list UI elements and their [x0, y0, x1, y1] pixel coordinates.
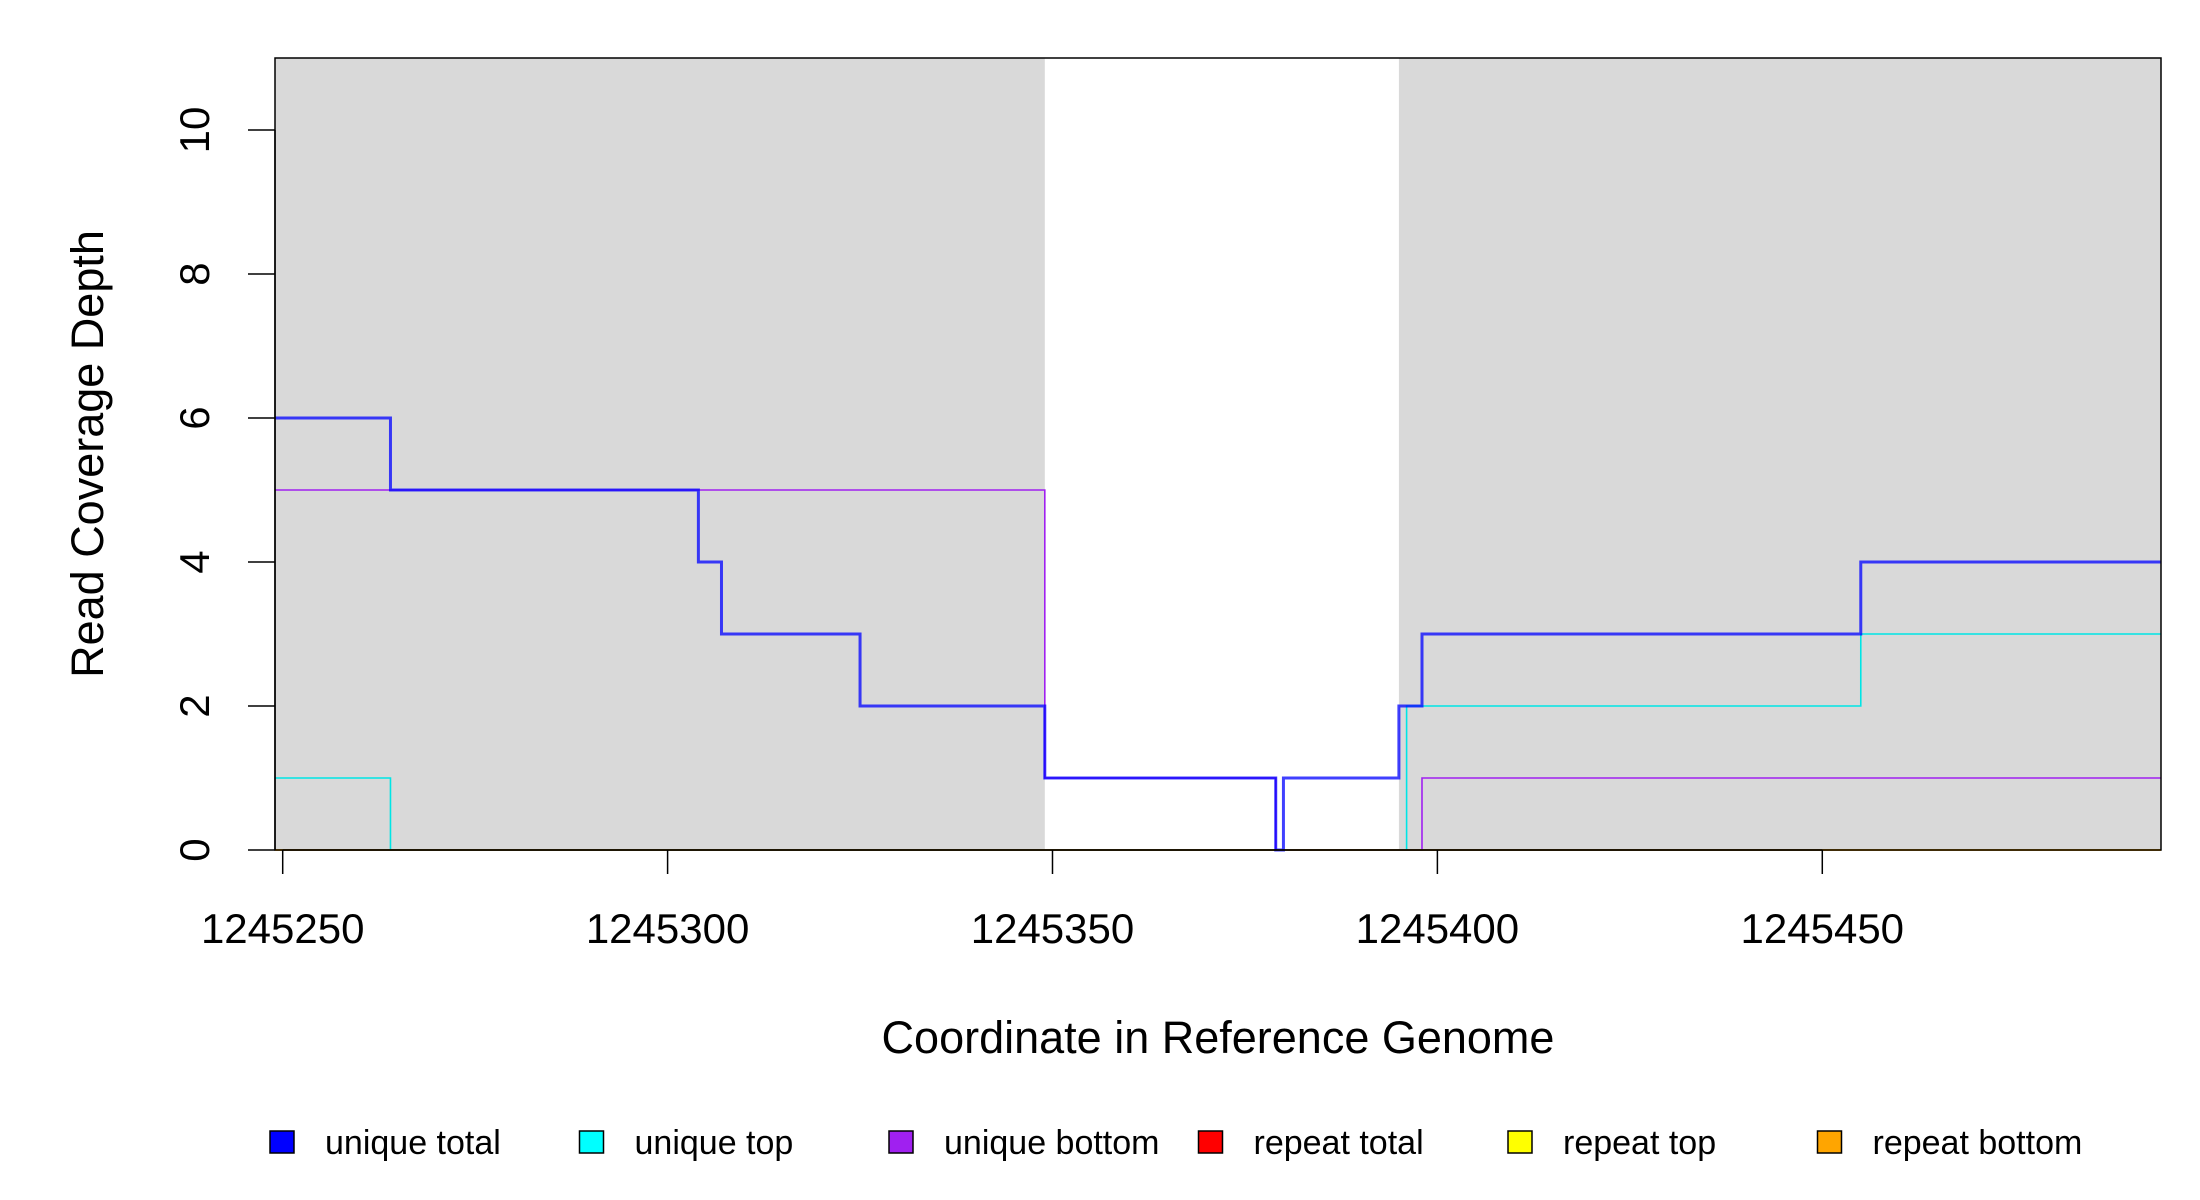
- x-axis-title: Coordinate in Reference Genome: [882, 1012, 1555, 1063]
- shaded-regions: [275, 58, 2161, 850]
- series-unique-total: [275, 416, 2161, 852]
- legend-swatch-unique-bottom: [888, 1130, 914, 1154]
- y-axis-title: Read Coverage Depth: [62, 230, 113, 678]
- y-tick-label: 0: [171, 838, 218, 861]
- shaded-region-1: [275, 58, 1045, 850]
- x-axis: 1245250 1245300 1245350 1245400 1245450: [201, 849, 1905, 952]
- x-tick-label: 1245250: [201, 905, 365, 952]
- y-tick-label: 2: [171, 694, 218, 717]
- x-tick-label: 1245300: [586, 905, 750, 952]
- x-tick-label: 1245450: [1741, 905, 1905, 952]
- legend-label-unique-bottom: unique bottom: [944, 1124, 1160, 1162]
- legend-swatch-unique-top: [578, 1130, 605, 1154]
- legend-label-repeat-total: repeat total: [1254, 1124, 1424, 1162]
- legend-label-repeat-top: repeat top: [1563, 1124, 1716, 1162]
- y-tick-label: 10: [171, 107, 218, 154]
- x-tick-label: 1245400: [1356, 905, 1520, 952]
- x-tick-label: 1245350: [971, 905, 1135, 952]
- legend-swatch-repeat-total: [1197, 1130, 1224, 1154]
- legend-label-repeat-bottom: repeat bottom: [1873, 1124, 2083, 1162]
- y-tick-label: 4: [171, 550, 218, 573]
- y-tick-label: 6: [171, 406, 218, 429]
- legend-label-unique-total: unique total: [325, 1124, 501, 1162]
- legend-swatch-repeat-bottom: [1816, 1130, 1843, 1154]
- shaded-region-2: [1398, 58, 2161, 850]
- y-tick-label: 8: [171, 262, 218, 285]
- y-axis: 0 2 4 6 8 10: [171, 107, 276, 862]
- legend-label-unique-top: unique top: [635, 1124, 794, 1162]
- legend-swatch-unique-total: [269, 1130, 295, 1154]
- legend-swatch-repeat-top: [1507, 1130, 1533, 1154]
- legend: unique total unique top unique bottom repea…: [269, 1124, 2083, 1162]
